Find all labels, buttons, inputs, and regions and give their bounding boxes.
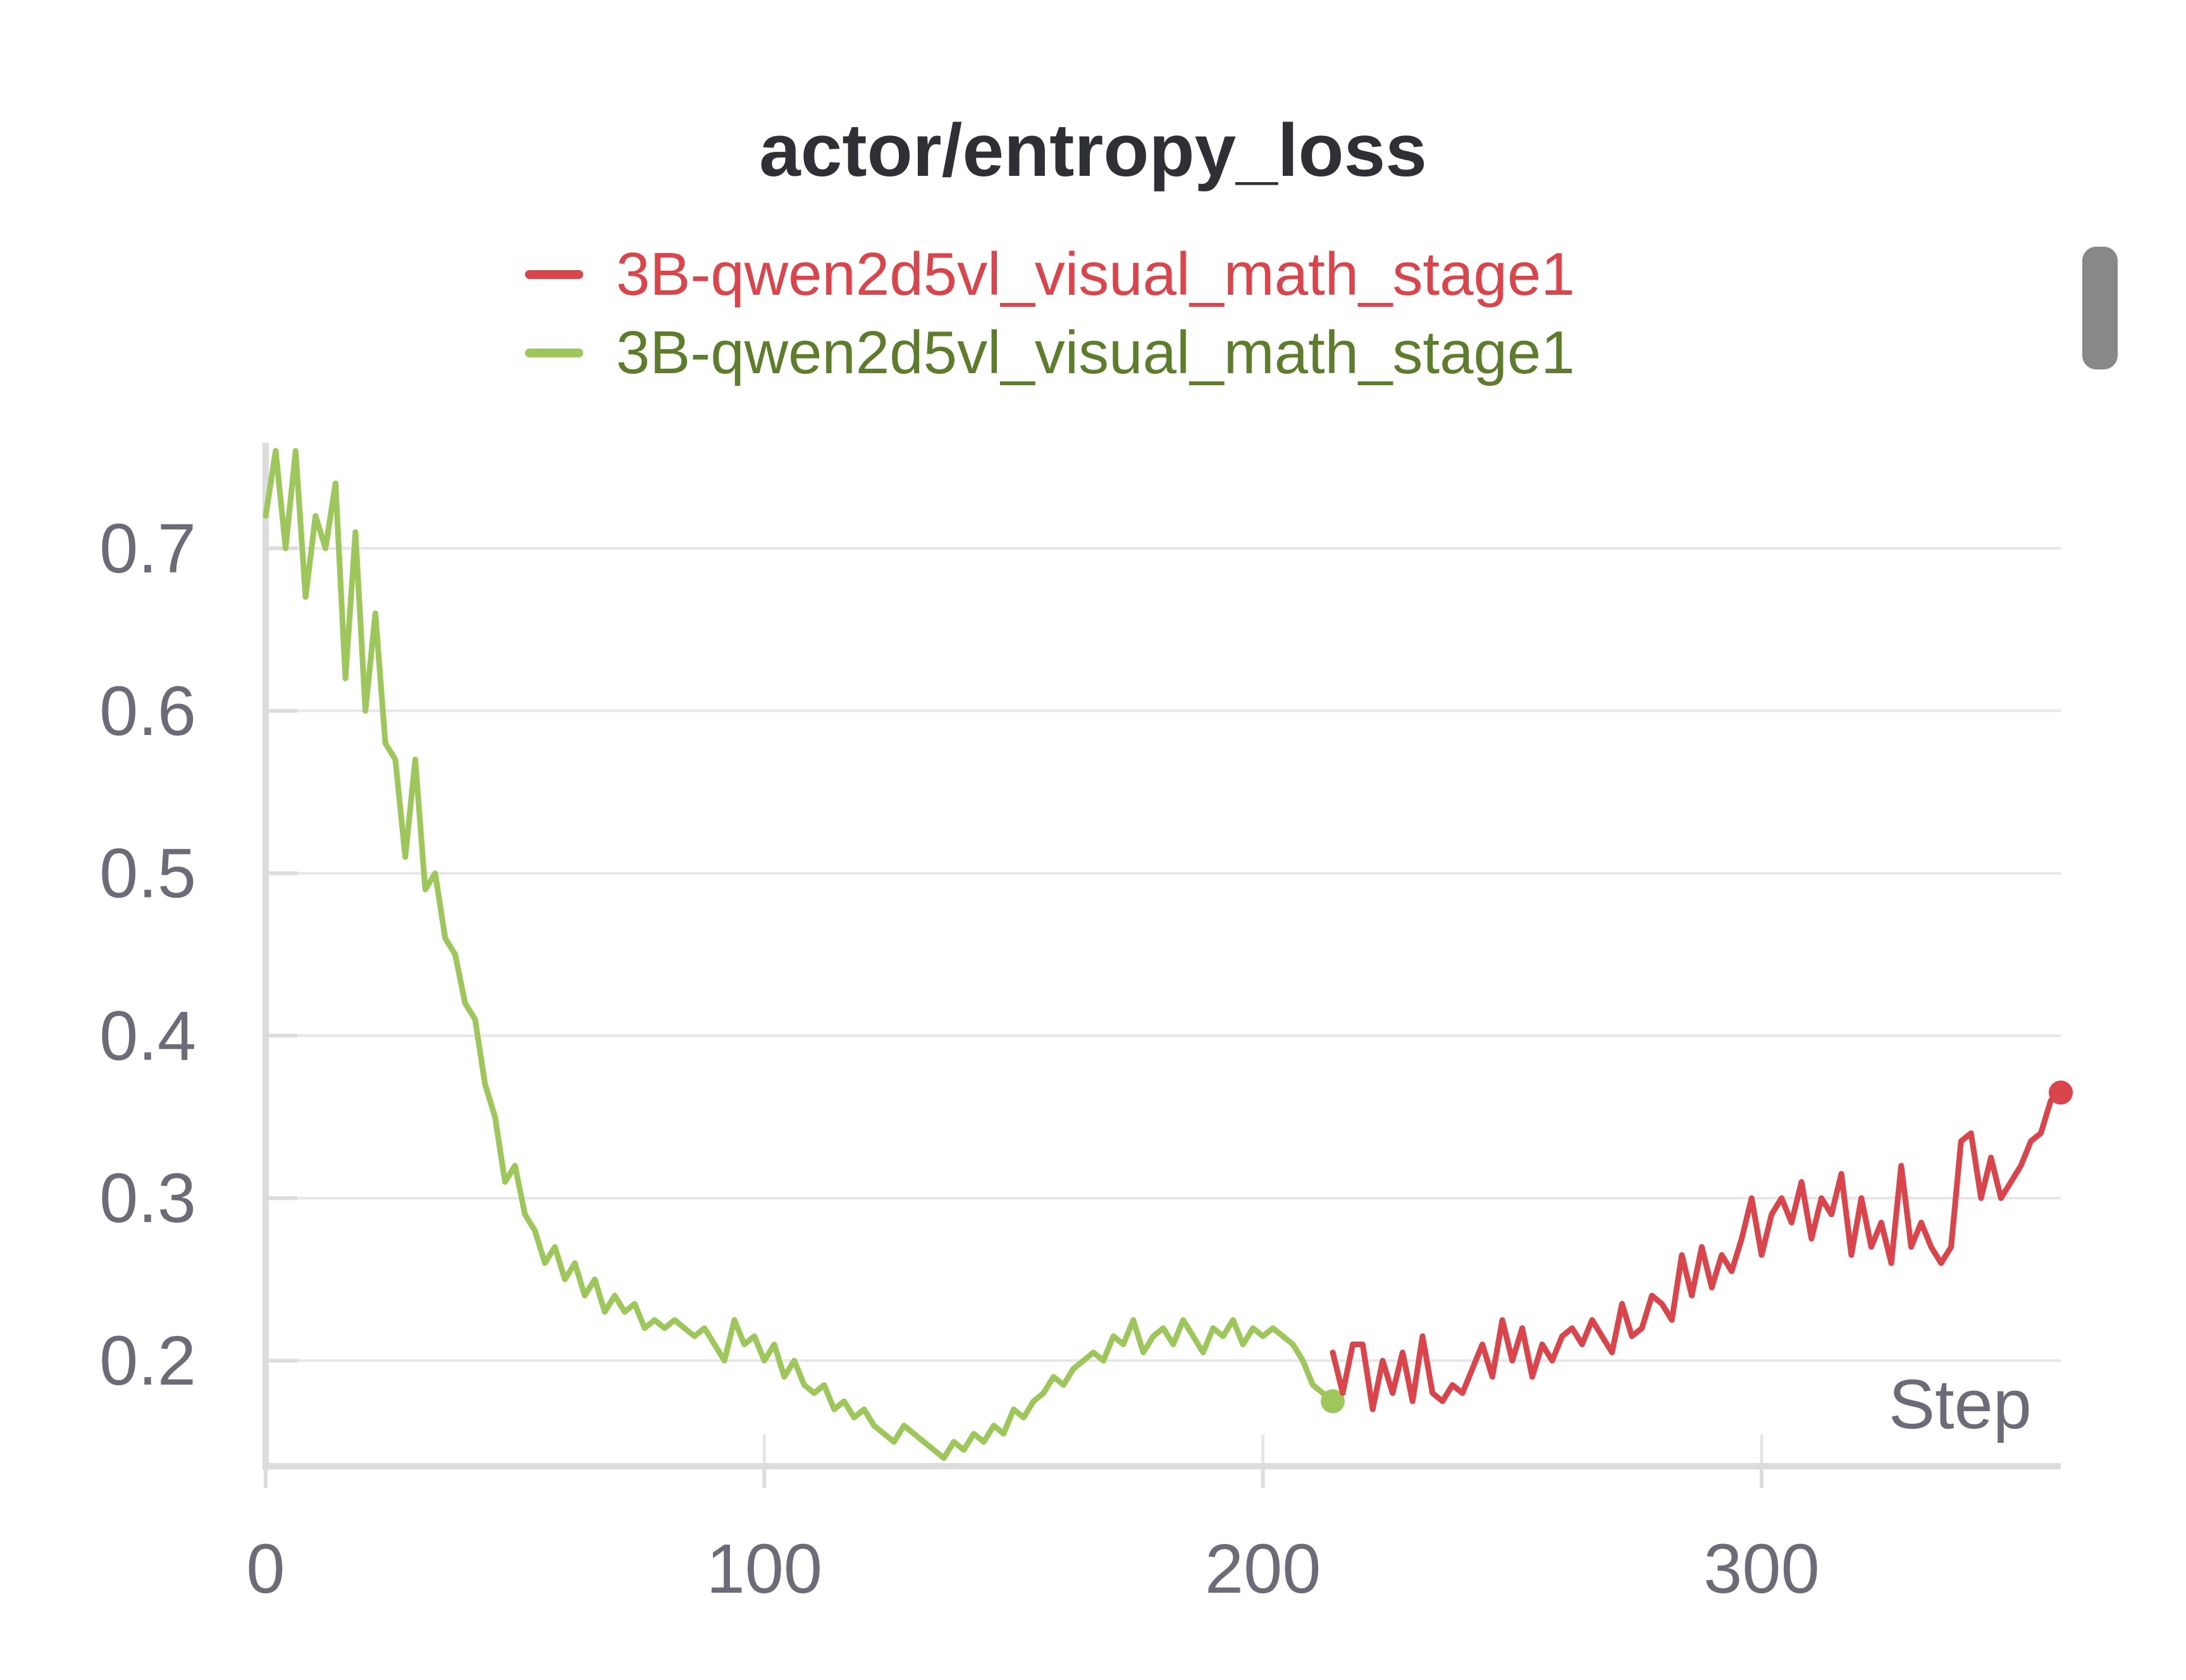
x-axis-label: Step bbox=[1889, 1366, 2032, 1443]
legend-item-red[interactable]: 3B-qwen2d5vl_visual_math_stage1 bbox=[525, 235, 1575, 314]
series-line-red bbox=[1330, 1089, 2064, 1412]
legend: 3B-qwen2d5vl_visual_math_stage1 3B-qwen2… bbox=[525, 235, 1575, 392]
y-tick-label: 0.5 bbox=[99, 835, 196, 913]
x-tick-label: 200 bbox=[1205, 1530, 1321, 1608]
x-tick-label: 0 bbox=[246, 1530, 285, 1608]
series-line-green bbox=[262, 448, 1336, 1461]
y-tick-label: 0.4 bbox=[99, 997, 196, 1075]
ticks: 0.2 0.3 0.4 0.5 0.6 0.7 0 100 200 300 bbox=[99, 510, 1820, 1608]
legend-item-green[interactable]: 3B-qwen2d5vl_visual_math_stage1 bbox=[525, 314, 1575, 392]
y-tick-label: 0.7 bbox=[99, 510, 196, 588]
y-tick-label: 0.2 bbox=[99, 1322, 196, 1400]
legend-swatch-red bbox=[525, 270, 583, 279]
legend-swatch-green bbox=[525, 349, 583, 357]
y-tick-label: 0.6 bbox=[99, 672, 196, 750]
scrollbar-thumb[interactable] bbox=[2082, 247, 2118, 369]
legend-label-green: 3B-qwen2d5vl_visual_math_stage1 bbox=[616, 319, 1575, 386]
x-tick-label: 100 bbox=[707, 1530, 823, 1608]
x-tick-label: 300 bbox=[1703, 1530, 1820, 1608]
chart-title: actor/entropy_loss bbox=[759, 109, 1427, 192]
series-lines bbox=[262, 448, 2073, 1461]
axes bbox=[262, 443, 2061, 1470]
series-end-point-green bbox=[1321, 1389, 1345, 1414]
gridlines bbox=[266, 547, 2061, 1466]
legend-label-red: 3B-qwen2d5vl_visual_math_stage1 bbox=[616, 240, 1575, 308]
series-end-point-red bbox=[2049, 1080, 2073, 1105]
y-tick-label: 0.3 bbox=[99, 1159, 196, 1237]
